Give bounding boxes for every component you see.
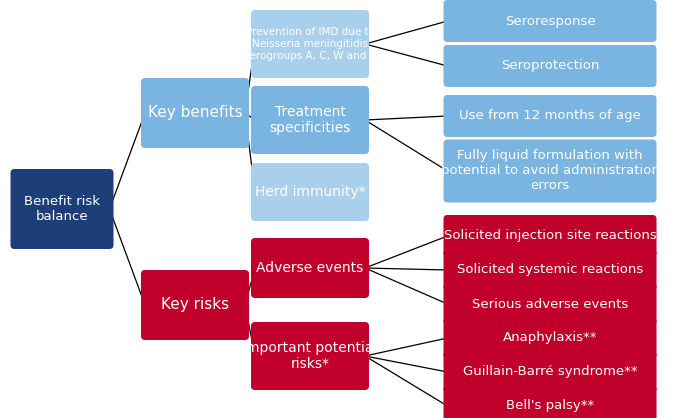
FancyBboxPatch shape (251, 322, 369, 390)
Text: Bell's palsy**: Bell's palsy** (506, 400, 594, 413)
FancyBboxPatch shape (251, 238, 369, 298)
Text: Adverse events: Adverse events (256, 261, 364, 275)
FancyBboxPatch shape (443, 0, 656, 42)
Text: Important potential
risks*: Important potential risks* (242, 341, 377, 371)
Text: Key risks: Key risks (161, 298, 229, 313)
Text: Guillain-Barré syndrome**: Guillain-Barré syndrome** (462, 365, 637, 379)
FancyBboxPatch shape (443, 95, 656, 137)
FancyBboxPatch shape (443, 45, 656, 87)
Text: Herd immunity*: Herd immunity* (255, 185, 365, 199)
FancyBboxPatch shape (443, 385, 656, 418)
Text: Serious adverse events: Serious adverse events (472, 298, 628, 311)
Text: Solicited systemic reactions: Solicited systemic reactions (457, 263, 643, 276)
FancyBboxPatch shape (443, 140, 656, 202)
Text: Prevention of IMD due to
Neisseria meningitidis
serogroups A, C, W and Y: Prevention of IMD due to Neisseria menin… (244, 28, 376, 61)
FancyBboxPatch shape (443, 215, 656, 257)
FancyBboxPatch shape (141, 78, 249, 148)
Text: Use from 12 months of age: Use from 12 months of age (459, 110, 641, 122)
FancyBboxPatch shape (443, 283, 656, 325)
Text: Treatment
specificities: Treatment specificities (269, 105, 351, 135)
Text: Solicited injection site reactions: Solicited injection site reactions (444, 229, 656, 242)
FancyBboxPatch shape (251, 163, 369, 221)
FancyBboxPatch shape (443, 249, 656, 291)
Text: Seroprotection: Seroprotection (501, 59, 599, 72)
FancyBboxPatch shape (141, 270, 249, 340)
Text: Fully liquid formulation with
potential to avoid administration
errors: Fully liquid formulation with potential … (440, 150, 660, 193)
Text: Key benefits: Key benefits (148, 105, 242, 120)
FancyBboxPatch shape (443, 351, 656, 393)
FancyBboxPatch shape (10, 169, 114, 249)
FancyBboxPatch shape (251, 10, 369, 78)
Text: Anaphylaxis**: Anaphylaxis** (503, 331, 597, 344)
FancyBboxPatch shape (251, 86, 369, 154)
Text: Benefit risk
balance: Benefit risk balance (24, 195, 100, 223)
Text: Seroresponse: Seroresponse (505, 15, 595, 28)
FancyBboxPatch shape (443, 317, 656, 359)
